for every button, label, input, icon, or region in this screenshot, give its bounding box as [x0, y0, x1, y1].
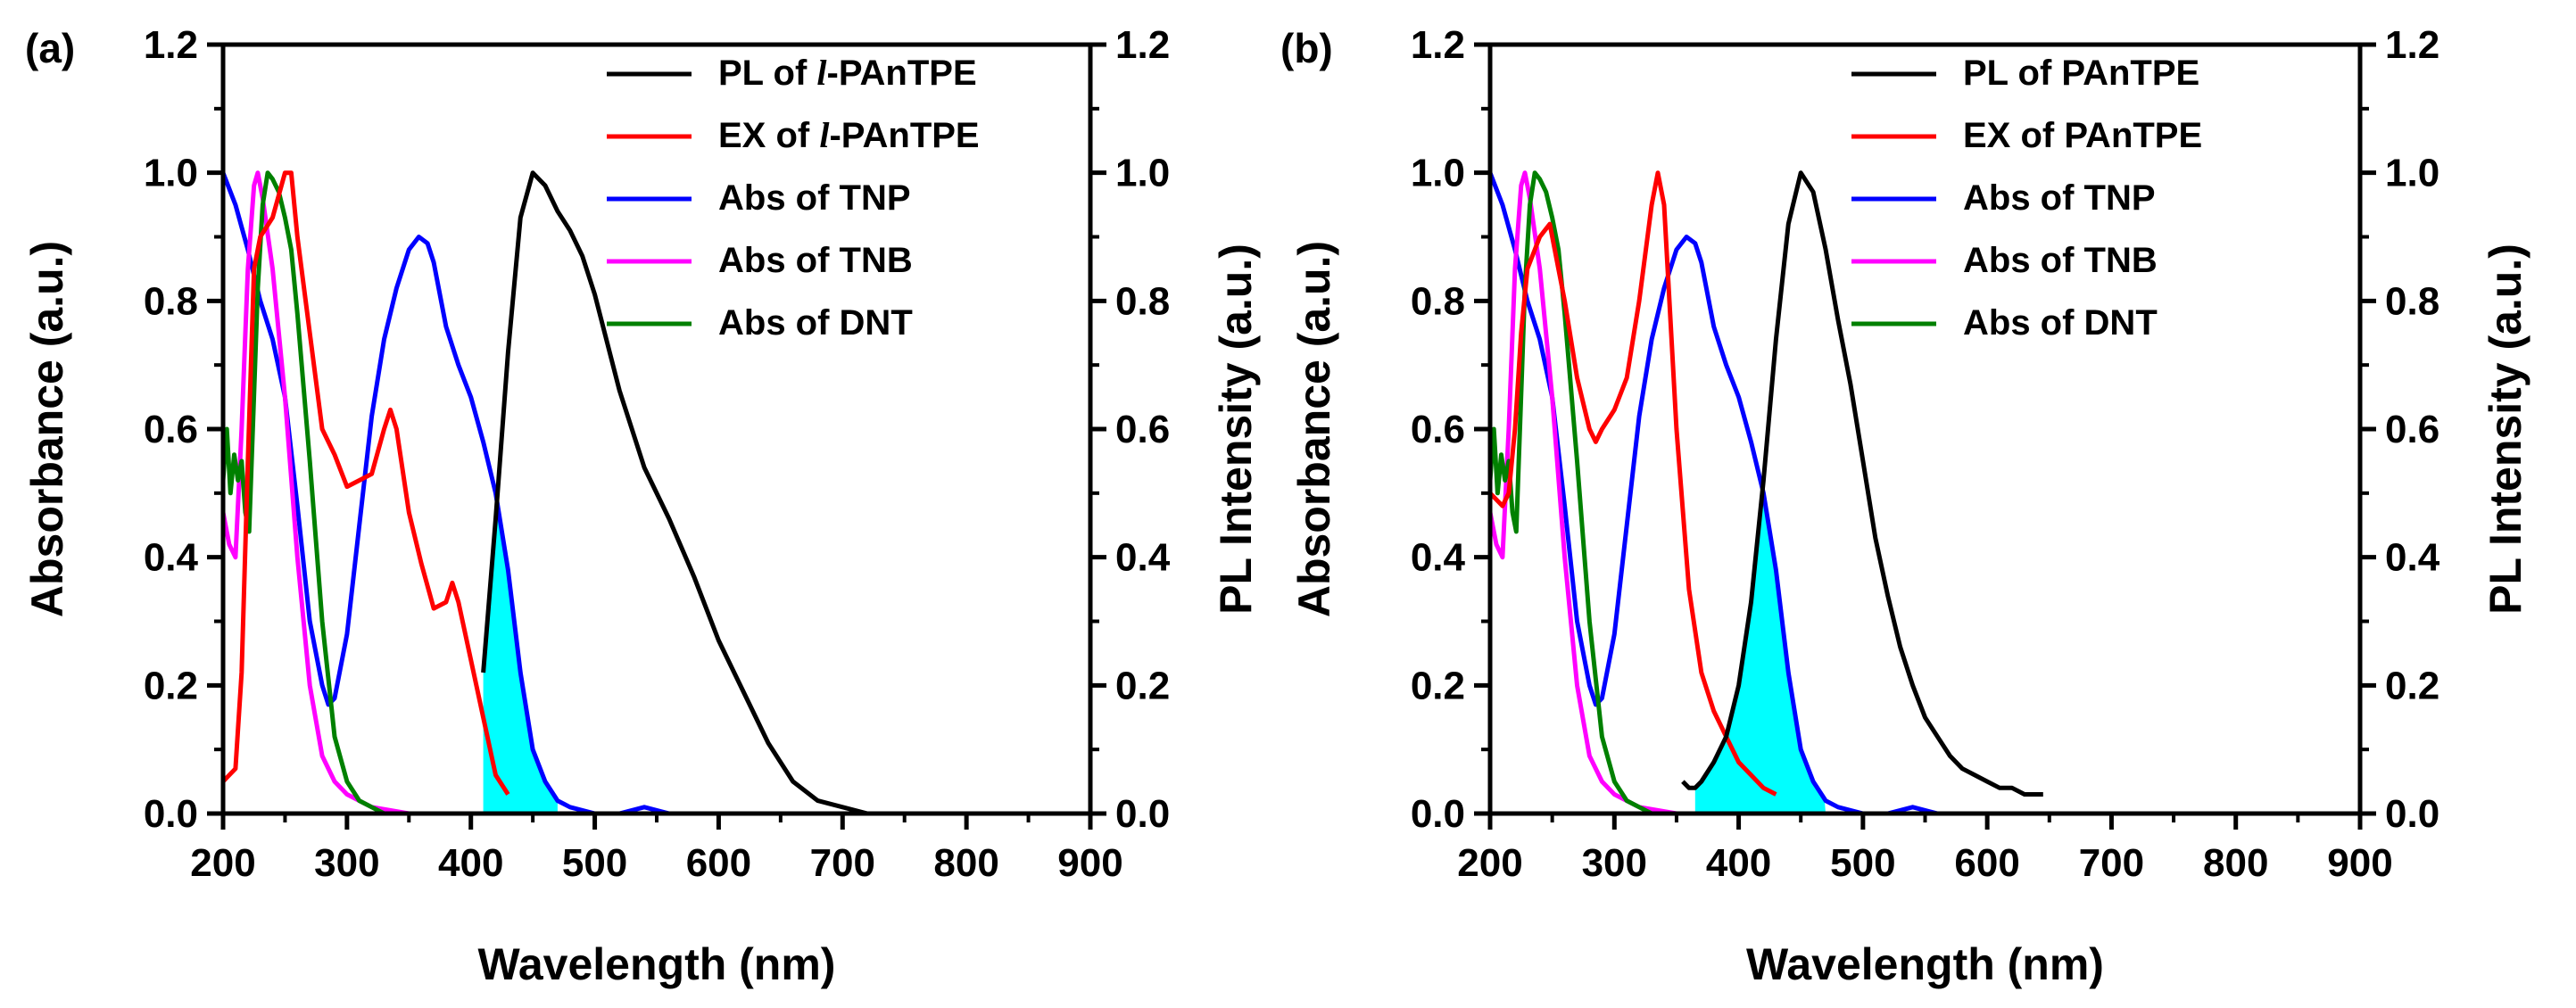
y-tick-label-right: 1.2 — [2385, 23, 2439, 67]
legend-text-prefix: PL of PAnTPE — [1963, 54, 2199, 93]
y-tick-label-right: 0.4 — [1115, 536, 1171, 580]
y-tick-label-left: 0.4 — [144, 536, 199, 580]
y-tick-label-left: 0.6 — [144, 408, 198, 451]
x-axis-title: Wavelength (nm) — [1746, 939, 2104, 989]
legend-text-prefix: Abs of TNP — [1963, 178, 2156, 218]
panel-a: (a) 200 300 400 500 600 700 800 900 0.0 0.0 0.2 0.2 0… — [22, 23, 1261, 989]
y-tick-label-right: 0.2 — [2385, 664, 2439, 707]
series-line-ex-of-pantpe — [1490, 170, 1777, 797]
legend-entry: Abs of TNB — [718, 241, 913, 280]
y-tick-label-right: 1.0 — [2385, 152, 2439, 195]
y-tick-label-left: 0.4 — [1411, 536, 1466, 580]
y-axis-title-left: Absorbance (a.u.) — [22, 241, 72, 617]
x-tick-label: 800 — [2203, 841, 2268, 885]
legend-text-prefix: Abs of DNT — [718, 303, 913, 343]
y-tick-label-left: 1.0 — [1411, 152, 1465, 195]
x-tick-label: 500 — [1830, 841, 1895, 885]
legend-text-prefix: PL of — [718, 54, 816, 93]
legend-entry: PL of l-PAnTPE — [718, 53, 977, 93]
y-tick-label-left: 1.0 — [144, 152, 198, 195]
y-tick-label-right: 0.4 — [2385, 536, 2440, 580]
legend-entry: PL of PAnTPE — [1963, 54, 2199, 93]
panel-label: (a) — [25, 25, 75, 71]
x-tick-label: 900 — [2327, 841, 2392, 885]
x-tick-label: 200 — [190, 841, 255, 885]
plot-frame — [220, 42, 1093, 816]
y-tick-label-left: 1.2 — [1411, 23, 1465, 67]
y-tick-label-right: 0.8 — [2385, 279, 2439, 323]
y-tick-label-right: 0.8 — [1115, 279, 1170, 323]
y-tick-label-left: 0.6 — [1411, 408, 1465, 451]
legend-text-prefix: Abs of TNB — [718, 241, 913, 280]
x-tick-label: 200 — [1457, 841, 1522, 885]
x-tick-label: 400 — [1706, 841, 1771, 885]
x-tick-label: 900 — [1057, 841, 1122, 885]
legend-entry: Abs of DNT — [718, 303, 913, 343]
legend-text-suffix: -PAnTPE — [829, 116, 979, 155]
series-line-abs-of-tnp — [223, 171, 670, 814]
overlap-fill — [483, 508, 558, 814]
y-tick-label-left: 0.8 — [1411, 279, 1465, 323]
series-line-abs-of-dnt — [1490, 170, 1653, 814]
y-tick-label-right: 0.6 — [2385, 408, 2439, 451]
y-tick-label-right: 0.0 — [1115, 792, 1170, 836]
y-tick-label-right: 1.2 — [1115, 23, 1170, 67]
x-tick-label: 600 — [686, 841, 751, 885]
y-tick-label-right: 0.2 — [1115, 664, 1170, 707]
series-line-pl-of-pantpe — [1681, 170, 2043, 797]
series-line-abs-of-dnt — [223, 170, 385, 814]
legend-text-prefix: Abs of DNT — [1963, 303, 2158, 343]
legend-entry: EX of l-PAnTPE — [718, 115, 980, 155]
y-tick-label-left: 0.8 — [144, 279, 198, 323]
y-tick-label-left: 0.0 — [1411, 792, 1465, 836]
series-line-pl-of-l-pantpe — [481, 170, 868, 814]
legend-text-suffix: -PAnTPE — [827, 54, 977, 93]
legend-text-prefix: Abs of TNB — [1963, 241, 2158, 280]
x-tick-label: 800 — [933, 841, 998, 885]
y-tick-label-left: 1.2 — [144, 23, 198, 67]
panel-b: (b) 200 300 400 500 600 700 800 900 0.0 0.0 0.2 0.2 0… — [1280, 23, 2530, 989]
plot-frame — [1487, 42, 2363, 816]
x-axis-title: Wavelength (nm) — [478, 939, 836, 989]
series-line-abs-of-tnp — [1490, 171, 1939, 814]
x-tick-label: 700 — [2079, 841, 2144, 885]
legend-entry: Abs of TNB — [1963, 241, 2158, 280]
legend-text-italic: l — [819, 115, 830, 155]
legend-entry: EX of PAnTPE — [1963, 116, 2202, 155]
legend-text-italic: l — [816, 53, 827, 93]
y-tick-label-right: 0.6 — [1115, 408, 1170, 451]
y-axis-title-right: PL Intensity (a.u.) — [1211, 244, 1261, 615]
x-tick-label: 500 — [562, 841, 627, 885]
x-tick-label: 300 — [1582, 841, 1647, 885]
y-tick-label-left: 0.0 — [144, 792, 198, 836]
series-line-ex-of-l-pantpe — [223, 170, 510, 796]
panel-label: (b) — [1280, 25, 1333, 71]
y-axis-title-left: Absorbance (a.u.) — [1289, 241, 1339, 617]
y-tick-label-left: 0.2 — [1411, 664, 1465, 707]
legend-entry: Abs of TNP — [718, 178, 911, 218]
legend-entry: Abs of DNT — [1963, 303, 2158, 343]
legend-entry: Abs of TNP — [1963, 178, 2156, 218]
legend-text-prefix: Abs of TNP — [718, 178, 911, 218]
x-tick-label: 300 — [314, 841, 379, 885]
y-tick-label-right: 0.0 — [2385, 792, 2439, 836]
x-tick-label: 400 — [438, 841, 503, 885]
x-tick-label: 700 — [810, 841, 875, 885]
y-axis-title-right: PL Intensity (a.u.) — [2481, 244, 2530, 615]
x-tick-label: 600 — [1954, 841, 2019, 885]
y-tick-label-left: 0.2 — [144, 664, 198, 707]
legend-text-prefix: EX of — [718, 116, 819, 155]
y-tick-label-right: 1.0 — [1115, 152, 1170, 195]
legend-text-prefix: EX of PAnTPE — [1963, 116, 2202, 155]
